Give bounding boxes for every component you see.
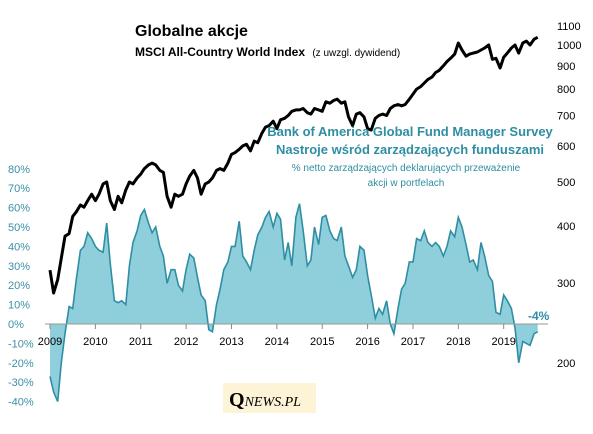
left-axis-ticks: -40% -30% -20% -10% 0% 10% 20% 30% 40% 50% 60% 70% 8…: [8, 164, 34, 409]
x-tick-label: 2013: [219, 336, 243, 348]
left-tick-label: 50%: [8, 222, 30, 234]
logo-text: QNEWS.PL: [229, 389, 301, 411]
right-tick-label: 500: [557, 177, 575, 189]
left-tick-label: 60%: [8, 203, 30, 215]
logo-background: [223, 383, 316, 413]
survey-title-line2: Nastroje wśród zarządzających funduszami: [276, 142, 544, 157]
right-tick-label: 200: [557, 358, 575, 370]
right-tick-label: 800: [557, 84, 575, 96]
left-tick-label: 70%: [8, 183, 30, 195]
left-tick-label: 80%: [8, 164, 30, 176]
left-tick-label: 20%: [8, 280, 30, 292]
chart-subtitle: MSCI All-Country World Index (z uwzgl. d…: [135, 45, 400, 59]
right-tick-label: 700: [557, 110, 575, 122]
x-tick-label: 2018: [446, 336, 470, 348]
x-tick-label: 2012: [174, 336, 198, 348]
x-tick-label: 2016: [355, 336, 379, 348]
left-tick-label: 0%: [8, 319, 24, 331]
right-tick-label: 400: [557, 221, 575, 233]
last-value-label: -4%: [528, 309, 550, 323]
chart-title: Globalne akcje: [135, 23, 248, 40]
survey-area-fill: [50, 203, 538, 402]
right-tick-label: 900: [557, 61, 575, 73]
chart-subtitle-normal: (z uwzgl. dywidend): [312, 48, 400, 59]
x-tick-label: 2019: [491, 336, 515, 348]
x-tick-label: 2015: [310, 336, 334, 348]
index-line: [48, 35, 539, 295]
left-tick-label: -20%: [8, 358, 34, 370]
right-tick-label: 1100: [557, 21, 581, 33]
x-tick-label: 2014: [265, 336, 289, 348]
survey-title-line1: Bank of America Global Fund Manager Surv…: [267, 124, 553, 139]
survey-desc-line1: % netto zarządzających deklarujących prz…: [292, 163, 521, 174]
left-tick-label: 10%: [8, 300, 30, 312]
x-tick-label: 2017: [401, 336, 425, 348]
x-tick-label: 2011: [129, 336, 153, 348]
right-tick-label: 600: [557, 141, 575, 153]
index-line-series: [48, 35, 539, 295]
survey-area-outline: [49, 203, 539, 402]
logo-q: Q: [229, 389, 245, 411]
chart-subtitle-bold: MSCI All-Country World Index: [135, 45, 305, 59]
right-tick-label: 300: [557, 278, 575, 290]
survey-area-series: [49, 203, 539, 402]
x-tick-label: 2010: [83, 336, 107, 348]
qnews-logo: QNEWS.PL: [223, 383, 316, 413]
left-tick-label: -30%: [8, 377, 34, 389]
x-tick-label: 2009: [38, 336, 62, 348]
left-tick-label: -40%: [8, 397, 34, 409]
x-axis-ticks: 2009 2010 2011 2012 2013 2014 2015 2016 2017 2018…: [38, 324, 516, 348]
survey-desc-line2: akcji w portfelach: [368, 178, 445, 189]
left-tick-label: -10%: [8, 338, 34, 350]
left-tick-label: 40%: [8, 241, 30, 253]
left-tick-label: 30%: [8, 261, 30, 273]
right-tick-label: 1000: [557, 40, 581, 52]
logo-rest: NEWS.PL: [244, 395, 302, 410]
right-axis-ticks: 200 300 400 500 600 700 800 900 1000 1100: [557, 21, 581, 370]
